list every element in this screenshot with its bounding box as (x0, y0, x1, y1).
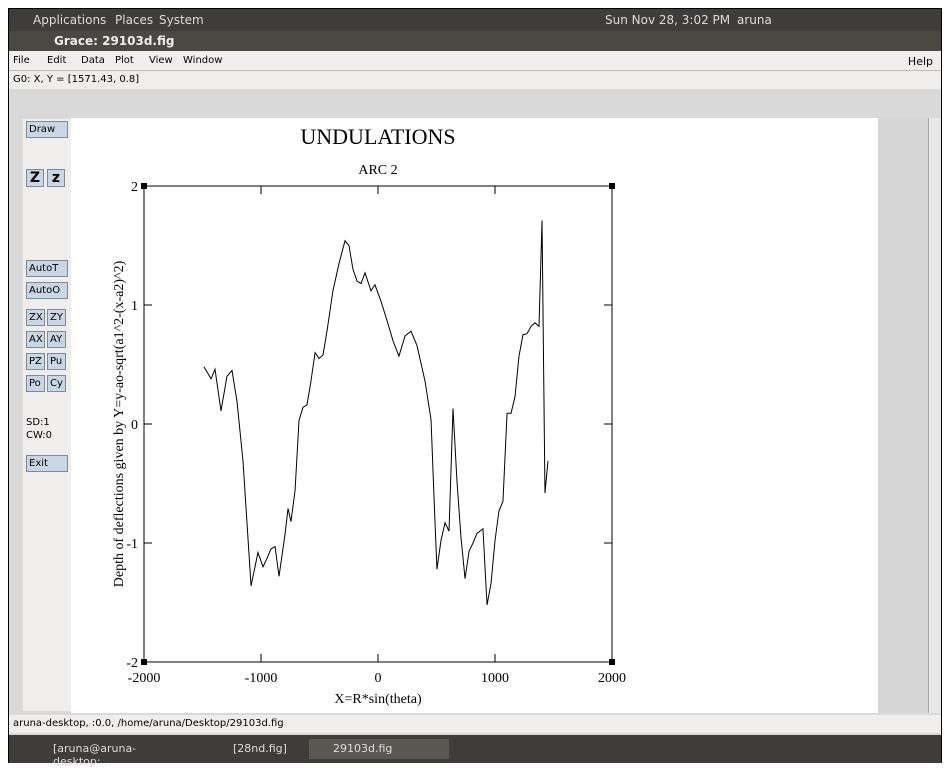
toolbar-info: CW:0 (26, 430, 53, 441)
taskbar: [aruna@aruna-desktop:... [28nd.fig] 29103d… (9, 735, 941, 768)
top-panel: Sun Nov 28, 3:02 PM aruna Applications Pl… (9, 9, 941, 31)
toolbar-button[interactable]: Exit (26, 455, 68, 472)
y-tick-label: 2 (131, 180, 138, 195)
toolbar-button[interactable]: AX (26, 331, 45, 348)
toolbar-button[interactable]: Z (26, 169, 44, 187)
task-button[interactable]: [aruna@aruna-desktop:... (53, 742, 137, 768)
chart-subtitle: ARC 2 (358, 163, 397, 178)
toolbar-button[interactable]: AutoO (26, 282, 68, 299)
corner-handle (141, 183, 147, 189)
x-tick-label: 1000 (481, 671, 509, 686)
locator: G0: X, Y = [1571.43, 0.8] (9, 71, 941, 89)
menu-item[interactable]: Data (81, 55, 105, 66)
toolbar-button[interactable]: PZ (26, 353, 45, 370)
panel-menu[interactable]: Places (115, 13, 154, 27)
task-button[interactable]: [28nd.fig] (233, 742, 287, 755)
y-tick-label: -1 (126, 537, 138, 552)
toolbar-info: SD:1 (26, 417, 50, 428)
task-button[interactable]: 29103d.fig (309, 739, 449, 759)
panel-menu[interactable]: System (159, 13, 204, 27)
canvas-margin (878, 118, 928, 713)
y-axis-label: Depth of deflections given by Y=y-ao-sqr… (112, 260, 127, 587)
y-tick-label: 0 (131, 418, 138, 433)
x-tick-label: 0 (375, 671, 382, 686)
corner-handle (609, 659, 615, 665)
toolbar-button[interactable]: ZX (26, 309, 45, 326)
plot-frame (143, 185, 613, 663)
toolbar-button[interactable]: Pu (47, 353, 66, 370)
panel-menu[interactable]: Applications (33, 13, 107, 27)
toolbar-button[interactable]: Po (26, 375, 45, 392)
menu-bar: Help File Edit Data Plot View Window (9, 51, 941, 71)
chart: UNDULATIONS ARC 2 X=R*sin(theta) Depth of d… (112, 124, 626, 707)
screen: Sun Nov 28, 3:02 PM aruna Applications Pl… (8, 8, 942, 768)
menu-item[interactable]: File (13, 55, 30, 66)
toolbar-button[interactable]: Cy (47, 375, 66, 392)
menu-item[interactable]: Window (183, 55, 223, 66)
clock: Sun Nov 28, 3:02 PM (605, 13, 731, 27)
toolbar-button[interactable]: AY (47, 331, 66, 348)
x-tick-label: 2000 (598, 671, 626, 686)
data-line (203, 220, 549, 605)
x-tick-label: -2000 (128, 671, 161, 686)
toolbar-button[interactable]: AutoT (26, 260, 68, 277)
toolbar-button[interactable]: ZY (47, 309, 66, 326)
menu-item[interactable]: Edit (47, 55, 67, 66)
chart-title: UNDULATIONS (300, 124, 455, 149)
y-tick-label: 1 (131, 299, 138, 314)
user[interactable]: aruna (737, 13, 772, 27)
menu-item[interactable]: View (149, 55, 173, 66)
canvas: UNDULATIONS ARC 2 X=R*sin(theta) Depth of d… (71, 118, 878, 713)
toolbar-button[interactable]: Draw (26, 121, 68, 138)
corner-handle (141, 659, 147, 665)
title-bar: Grace: 29103d.fig (9, 31, 941, 51)
x-tick-label: -1000 (245, 671, 278, 686)
menu-item[interactable]: Plot (115, 55, 134, 66)
y-tick-label: -2 (126, 656, 138, 671)
scrollbar[interactable] (928, 118, 941, 713)
toolbar-button[interactable]: z (47, 169, 65, 187)
x-axis-label: X=R*sin(theta) (334, 692, 422, 707)
corner-handle (609, 183, 615, 189)
window-title: Grace: 29103d.fig (54, 34, 175, 48)
menu-item[interactable]: Help (907, 55, 933, 68)
status-bar: aruna-desktop, :0.0, /home/aruna/Desktop… (9, 715, 941, 733)
